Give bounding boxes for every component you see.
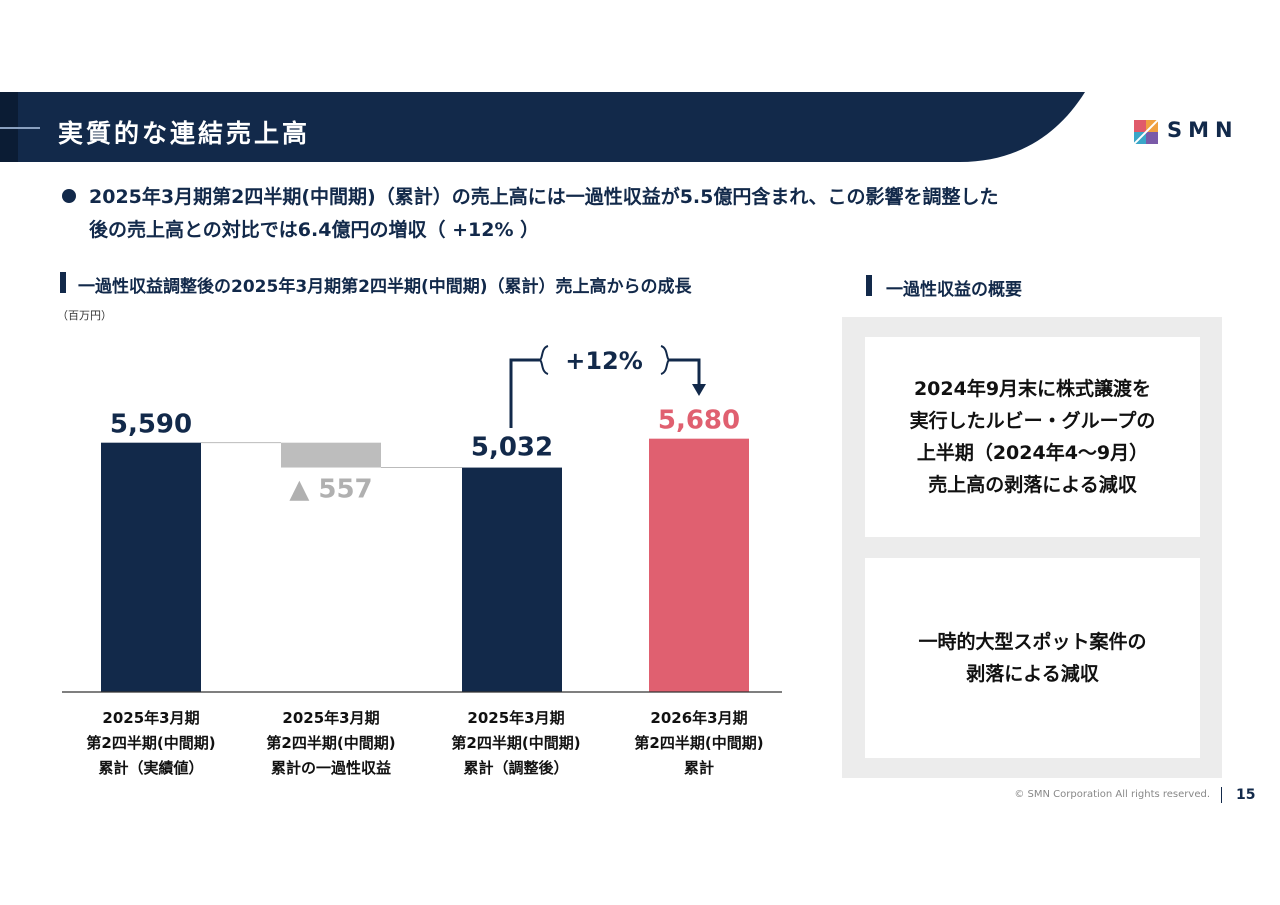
header-band <box>0 92 1085 162</box>
x-label-cat4: 2026年3月期 第2四半期(中間期) 累計 <box>614 706 784 781</box>
overview-panel: 2024年9月末に株式譲渡を 実行したルビー・グループの 上半期（2024年4〜… <box>842 317 1222 778</box>
bar-adjusted <box>462 467 562 692</box>
overview-box-1: 2024年9月末に株式譲渡を 実行したルビー・グループの 上半期（2024年4〜… <box>865 337 1200 537</box>
bar-one-time-revenue <box>281 442 381 468</box>
overview-text-line: 実行したルビー・グループの <box>909 410 1156 432</box>
chart-section-title: 一過性収益調整後の2025年3月期第2四半期(中間期)（累計）売上高からの成長 <box>78 277 692 297</box>
x-label-line: 2025年3月期 <box>102 709 200 727</box>
x-label-line: 第2四半期(中間期) <box>451 734 581 752</box>
x-label-line: 累計 <box>683 759 714 777</box>
x-label-line: 2026年3月期 <box>650 709 748 727</box>
x-label-line: 2025年3月期 <box>282 709 380 727</box>
x-label-line: 第2四半期(中間期) <box>86 734 216 752</box>
growth-bracket <box>509 345 701 428</box>
bar-actual <box>101 442 201 692</box>
smn-logo-icon <box>1134 120 1158 144</box>
section-marker <box>866 275 872 296</box>
growth-label: +12% <box>565 347 643 375</box>
overview-text-line: 上半期（2024年4〜9月） <box>916 442 1149 464</box>
overview-text-line: 剥落による減収 <box>966 663 1099 685</box>
page-number: 15 <box>1236 787 1256 803</box>
x-label-cat3: 2025年3月期 第2四半期(中間期) 累計（調整後） <box>431 706 601 781</box>
x-label-cat2: 2025年3月期 第2四半期(中間期) 累計の一過性収益 <box>246 706 416 781</box>
overview-box-2: 一時的大型スポット案件の 剥落による減収 <box>865 558 1200 758</box>
x-label-line: 第2四半期(中間期) <box>634 734 764 752</box>
x-label-line: 累計（実績値） <box>98 759 204 777</box>
waterfall-chart: +12% 5,590 ▲ 557 5,032 5,680 <box>62 345 782 693</box>
bullet-icon <box>62 189 76 203</box>
value-label-adjusted: 5,032 <box>471 433 553 463</box>
overview-text-line: 2024年9月末に株式譲渡を <box>913 378 1152 400</box>
x-label-line: 累計（調整後） <box>463 759 569 777</box>
x-label-cat1: 2025年3月期 第2四半期(中間期) 累計（実績値） <box>66 706 236 781</box>
bullet-text-line1: 2025年3月期第2四半期(中間期)（累計）の売上高には一過性収益が5.5億円含… <box>89 186 999 208</box>
copyright: © SMN Corporation All rights reserved. <box>1014 789 1210 800</box>
bullet-text-line2: 後の売上高との対比では6.4億円の増収（ +12% ） <box>89 219 540 241</box>
logo-text: SMN <box>1167 118 1239 142</box>
value-label-actual: 5,590 <box>110 410 192 440</box>
x-label-line: 累計の一過性収益 <box>270 759 391 777</box>
overview-text-line: 売上高の剥落による減収 <box>928 474 1137 496</box>
value-label-one-time: ▲ 557 <box>289 475 372 505</box>
section-marker <box>60 272 66 293</box>
unit-label: （百万円） <box>57 309 112 322</box>
footer-divider <box>1221 787 1222 803</box>
growth-arrow-icon <box>692 384 706 396</box>
x-label-line: 2025年3月期 <box>467 709 565 727</box>
overview-text-line: 一時的大型スポット案件の <box>918 631 1147 653</box>
bar-current <box>649 438 749 692</box>
overview-section-title: 一過性収益の概要 <box>886 280 1022 300</box>
x-label-line: 第2四半期(中間期) <box>266 734 396 752</box>
value-label-current: 5,680 <box>658 406 740 436</box>
x-axis-labels: 2025年3月期 第2四半期(中間期) 累計（実績値） 2025年3月期 第2四… <box>0 706 840 786</box>
page-title: 実質的な連結売上高 <box>58 119 311 148</box>
